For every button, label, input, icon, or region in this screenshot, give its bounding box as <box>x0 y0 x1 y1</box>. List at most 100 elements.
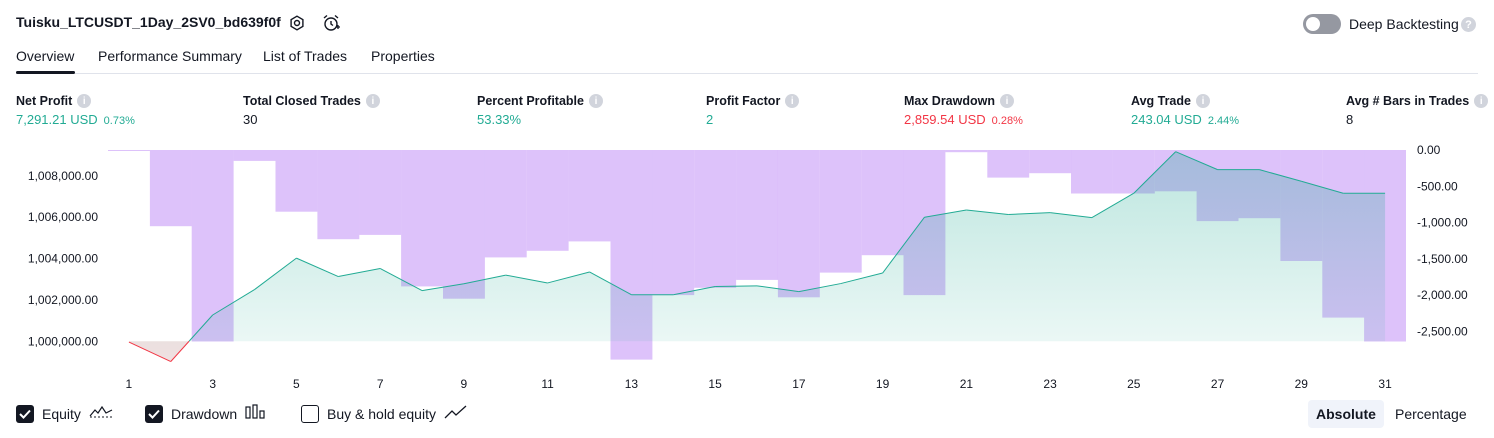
equity-line-segment <box>254 257 297 290</box>
x-axis-tick-label: 21 <box>960 377 974 391</box>
equity-line-segment <box>296 257 339 277</box>
drawdown-bar <box>401 150 443 287</box>
info-icon[interactable]: i <box>77 94 92 108</box>
x-axis-tick-label: 7 <box>377 377 384 391</box>
equity-line-segment <box>1175 151 1218 171</box>
drawdown-bar <box>317 150 360 240</box>
checkbox-box[interactable] <box>145 404 163 423</box>
equity-drawdown-chart[interactable]: 1,000,000.00 1,002,000.00 1,004,000.00 1,00… <box>0 140 1494 400</box>
drawdown-bars-icon <box>245 404 267 423</box>
info-icon[interactable]: i <box>588 94 603 108</box>
metric-value: 8 <box>1346 112 1354 127</box>
info-icon[interactable]: i <box>1195 94 1210 108</box>
buy-hold-checkbox-label: Buy & hold equity <box>327 405 436 422</box>
equity-line-segment <box>715 285 758 287</box>
equity-line-segment <box>188 314 214 342</box>
drawdown-checkbox-label: Drawdown <box>171 405 238 422</box>
x-axis-tick-label: 13 <box>625 377 639 391</box>
deep-backtesting-label: Deep Backtesting <box>1349 16 1459 32</box>
x-axis-tick-label: 11 <box>541 377 554 391</box>
tab-performance-summary[interactable]: Performance Summary <box>98 48 242 64</box>
percentage-mode-button[interactable]: Percentage <box>1395 406 1467 422</box>
tabs-divider <box>16 73 1478 74</box>
equity-line-segment <box>463 274 506 285</box>
metric-total-closed-trades: Total Closed Trades i 30 <box>243 94 380 127</box>
drawdown-bar <box>149 150 192 227</box>
metric-percent: 2.44% <box>1207 115 1240 127</box>
metric-profit-factor: Profit Factor i 2 <box>706 94 800 127</box>
equity-line-segment <box>589 271 632 296</box>
left-axis-tick-label: 1,008,000.00 <box>28 169 98 183</box>
drawdown-bar <box>526 150 569 251</box>
metric-value: 30 <box>243 112 258 127</box>
deep-backtesting-toggle[interactable] <box>1303 14 1341 34</box>
left-axis-tick-label: 1,006,000.00 <box>28 210 98 224</box>
info-icon[interactable]: i <box>785 94 800 108</box>
drawdown-bar <box>945 150 988 153</box>
metric-label: Avg # Bars in Trades <box>1346 94 1470 108</box>
metric-label: Total Closed Trades <box>243 94 361 108</box>
right-axis-tick-label: -2,000.00 <box>1417 288 1468 302</box>
metric-value: 2,859.54 USD <box>904 112 986 127</box>
active-tab-indicator <box>16 71 75 74</box>
drawdown-bar <box>694 150 737 288</box>
equity-line-segment <box>673 285 716 296</box>
drawdown-bar <box>777 150 820 298</box>
info-icon[interactable]: i <box>1000 94 1014 108</box>
tab-properties[interactable]: Properties <box>371 48 435 64</box>
equity-negative-fill <box>128 341 189 362</box>
drawdown-bar <box>233 150 276 161</box>
help-icon[interactable]: ? <box>1461 17 1476 32</box>
add-alert-icon[interactable] <box>320 12 342 34</box>
x-axis-tick-label: 17 <box>792 377 806 391</box>
absolute-mode-button[interactable]: Absolute <box>1308 400 1384 428</box>
equity-line-segment <box>882 216 925 274</box>
equity-line-segment <box>798 283 841 293</box>
equity-line-segment <box>547 271 590 284</box>
equity-checkbox-label: Equity <box>42 405 81 422</box>
equity-line-segment <box>505 274 548 284</box>
right-axis-tick-label: -500.00 <box>1417 179 1458 193</box>
buy-hold-checkbox[interactable]: Buy & hold equity <box>301 404 468 423</box>
x-axis-tick-label: 23 <box>1043 377 1057 391</box>
drawdown-bar <box>108 150 150 151</box>
x-axis-tick-label: 9 <box>461 377 468 391</box>
metric-net-profit: Net Profit i 7,291.21 USD 0.73% <box>16 94 135 127</box>
checkbox-box[interactable] <box>301 404 319 423</box>
drawdown-bar <box>359 150 402 235</box>
drawdown-checkbox[interactable]: Drawdown <box>145 404 267 423</box>
equity-checkbox[interactable]: Equity <box>16 404 113 423</box>
x-axis-tick-label: 25 <box>1127 377 1141 391</box>
tab-list-of-trades[interactable]: List of Trades <box>263 48 348 64</box>
buy-hold-line-icon <box>444 404 468 423</box>
left-axis-tick-label: 1,002,000.00 <box>28 293 98 307</box>
drawdown-bar <box>568 150 611 242</box>
info-icon[interactable]: i <box>1474 94 1489 108</box>
metric-value: 2 <box>706 112 714 127</box>
equity-line-segment <box>1008 212 1051 216</box>
equity-line-segment <box>1133 151 1177 194</box>
settings-gear-icon[interactable] <box>286 12 308 34</box>
equity-line-segment <box>1259 169 1302 182</box>
checkbox-box[interactable] <box>16 404 34 423</box>
tab-overview[interactable]: Overview <box>16 48 75 64</box>
info-icon[interactable]: i <box>365 94 380 108</box>
equity-line-segment <box>338 267 381 278</box>
metric-label: Percent Profitable <box>477 94 584 108</box>
equity-line-segment <box>1091 192 1135 219</box>
strategy-title: Tuisku_LTCUSDT_1Day_2SV0_bd639f0f <box>16 14 281 30</box>
drawdown-bar <box>861 150 904 256</box>
x-axis-tick-label: 31 <box>1378 377 1392 391</box>
left-axis-tick-label: 1,000,000.00 <box>28 334 98 348</box>
drawdown-bar <box>652 150 695 296</box>
metric-value: 53.33% <box>477 112 522 127</box>
drawdown-bar <box>443 150 485 299</box>
drawdown-bar <box>987 150 1030 178</box>
toggle-knob <box>1306 17 1320 31</box>
right-axis-tick-label: 0.00 <box>1417 143 1441 157</box>
drawdown-bar <box>819 150 862 273</box>
metric-avg-bars-in-trades: Avg # Bars in Trades i 8 <box>1346 94 1489 127</box>
drawdown-bar <box>736 150 778 280</box>
x-axis-tick-label: 29 <box>1295 377 1309 391</box>
equity-line-icon <box>89 404 113 423</box>
